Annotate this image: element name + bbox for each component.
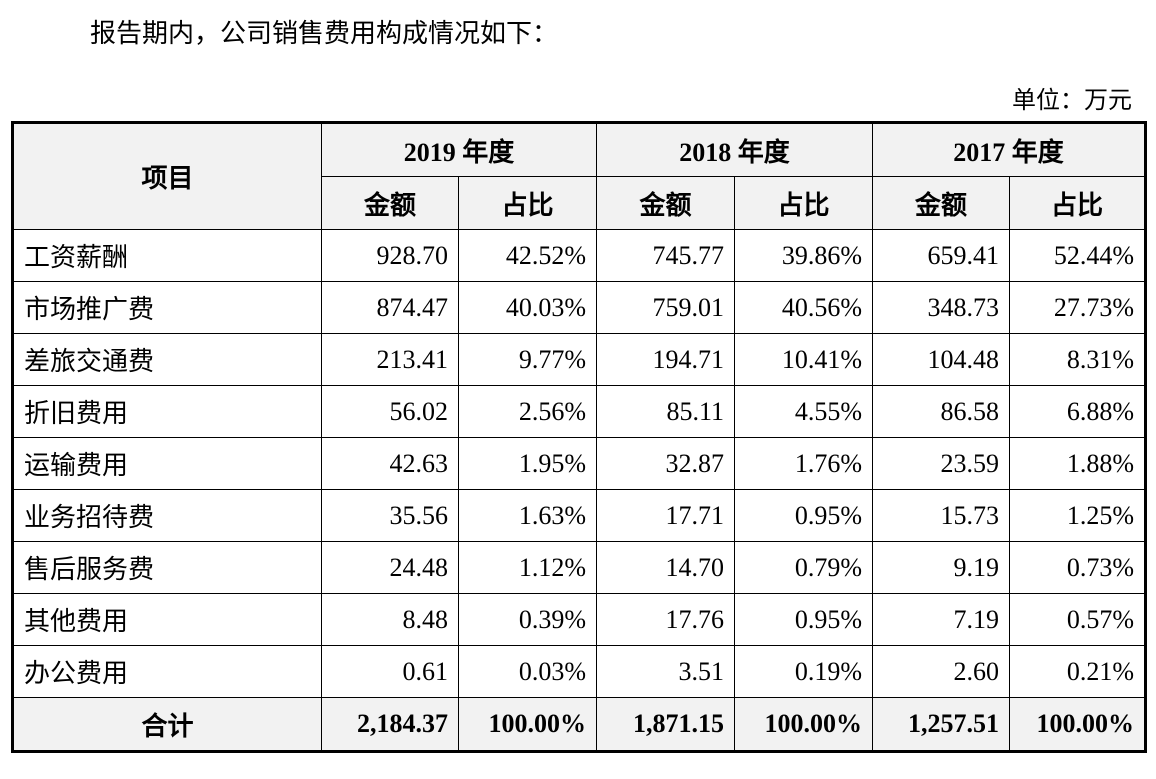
ratio-cell: 0.39% bbox=[457, 593, 598, 646]
amount-cell: 8.48 bbox=[321, 593, 459, 646]
table-row: 办公费用 0.61 0.03% 3.51 0.19% 2.60 0.21% bbox=[12, 645, 1147, 698]
row-label: 运输费用 bbox=[12, 437, 322, 490]
ratio-cell: 9.77% bbox=[457, 333, 598, 386]
ratio-cell: 0.57% bbox=[1009, 593, 1147, 646]
header-item: 项目 bbox=[12, 122, 322, 230]
ratio-cell: 1.76% bbox=[734, 437, 874, 490]
header-year-2019: 2019 年度 bbox=[320, 122, 598, 177]
ratio-cell: 8.31% bbox=[1009, 333, 1147, 386]
header-amount: 金额 bbox=[321, 176, 459, 230]
ratio-cell: 0.19% bbox=[734, 645, 874, 698]
ratio-cell: 40.56% bbox=[734, 281, 874, 334]
row-label: 业务招待费 bbox=[12, 489, 322, 542]
amount-cell: 213.41 bbox=[321, 333, 459, 386]
amount-cell: 14.70 bbox=[596, 541, 736, 594]
table-row: 差旅交通费 213.41 9.77% 194.71 10.41% 104.48 8.31% bbox=[12, 333, 1147, 386]
amount-cell: 17.71 bbox=[596, 489, 736, 542]
ratio-cell: 2.56% bbox=[457, 385, 598, 438]
header-row-sub: 金额 占比 金额 占比 金额 占比 bbox=[13, 176, 1147, 230]
row-label: 其他费用 bbox=[12, 593, 322, 646]
ratio-cell: 0.21% bbox=[1009, 645, 1147, 698]
header-amount: 金额 bbox=[872, 176, 1011, 230]
ratio-cell: 6.88% bbox=[1009, 385, 1147, 438]
ratio-cell: 0.73% bbox=[1009, 541, 1147, 594]
ratio-cell: 1.25% bbox=[1009, 489, 1147, 542]
amount-cell: 348.73 bbox=[872, 281, 1011, 334]
amount-cell: 15.73 bbox=[872, 489, 1011, 542]
sales-expense-table: 项目 2019 年度 2018 年度 2017 年度 金额 占比 金额 占比 金… bbox=[11, 121, 1148, 753]
amount-cell: 759.01 bbox=[596, 281, 736, 334]
amount-cell: 874.47 bbox=[321, 281, 459, 334]
table-row: 工资薪酬 928.70 42.52% 745.77 39.86% 659.41 52.44% bbox=[12, 229, 1147, 282]
ratio-cell: 27.73% bbox=[1009, 281, 1147, 334]
ratio-cell: 1.95% bbox=[457, 437, 598, 490]
row-label: 售后服务费 bbox=[12, 541, 322, 594]
amount-cell: 17.76 bbox=[596, 593, 736, 646]
row-label: 差旅交通费 bbox=[12, 333, 322, 386]
table-row: 业务招待费 35.56 1.63% 17.71 0.95% 15.73 1.25% bbox=[12, 489, 1147, 542]
total-cell: 2,184.37 bbox=[321, 697, 459, 752]
amount-cell: 35.56 bbox=[321, 489, 459, 542]
header-ratio: 占比 bbox=[734, 176, 874, 230]
amount-cell: 194.71 bbox=[596, 333, 736, 386]
ratio-cell: 10.41% bbox=[734, 333, 874, 386]
ratio-cell: 52.44% bbox=[1009, 229, 1147, 282]
amount-cell: 928.70 bbox=[321, 229, 459, 282]
total-cell: 100.00% bbox=[457, 697, 598, 752]
row-label: 市场推广费 bbox=[12, 281, 322, 334]
ratio-cell: 4.55% bbox=[734, 385, 874, 438]
total-label: 合计 bbox=[12, 697, 322, 752]
amount-cell: 23.59 bbox=[872, 437, 1011, 490]
header-year-2018: 2018 年度 bbox=[596, 122, 874, 177]
table-row: 售后服务费 24.48 1.12% 14.70 0.79% 9.19 0.73% bbox=[12, 541, 1147, 594]
amount-cell: 86.58 bbox=[872, 385, 1011, 438]
amount-cell: 9.19 bbox=[872, 541, 1011, 594]
amount-cell: 85.11 bbox=[596, 385, 736, 438]
row-label: 办公费用 bbox=[12, 645, 322, 698]
amount-cell: 2.60 bbox=[872, 645, 1011, 698]
intro-text: 报告期内，公司销售费用构成情况如下： bbox=[90, 19, 559, 49]
amount-cell: 745.77 bbox=[596, 229, 736, 282]
table-row: 运输费用 42.63 1.95% 32.87 1.76% 23.59 1.88% bbox=[12, 437, 1147, 490]
ratio-cell: 1.12% bbox=[457, 541, 598, 594]
ratio-cell: 39.86% bbox=[734, 229, 874, 282]
amount-cell: 659.41 bbox=[872, 229, 1011, 282]
total-cell: 100.00% bbox=[734, 697, 874, 752]
ratio-cell: 0.79% bbox=[734, 541, 874, 594]
ratio-cell: 40.03% bbox=[457, 281, 598, 334]
amount-cell: 56.02 bbox=[321, 385, 459, 438]
amount-cell: 24.48 bbox=[321, 541, 459, 594]
table-row: 折旧费用 56.02 2.56% 85.11 4.55% 86.58 6.88% bbox=[12, 385, 1147, 438]
table-body: 工资薪酬 928.70 42.52% 745.77 39.86% 659.41 52.44%… bbox=[12, 229, 1147, 698]
header-row-years: 项目 2019 年度 2018 年度 2017 年度 bbox=[12, 122, 1147, 230]
ratio-cell: 42.52% bbox=[457, 229, 598, 282]
amount-cell: 3.51 bbox=[596, 645, 736, 698]
total-cell: 1,257.51 bbox=[872, 697, 1011, 752]
header-ratio: 占比 bbox=[457, 176, 598, 230]
ratio-cell: 0.03% bbox=[457, 645, 598, 698]
total-cell: 100.00% bbox=[1009, 697, 1147, 752]
amount-cell: 104.48 bbox=[872, 333, 1011, 386]
amount-cell: 7.19 bbox=[872, 593, 1011, 646]
table-row: 其他费用 8.48 0.39% 17.76 0.95% 7.19 0.57% bbox=[12, 593, 1147, 646]
unit-label: 单位：万元 bbox=[1012, 86, 1132, 114]
row-label: 折旧费用 bbox=[12, 385, 322, 438]
header-ratio: 占比 bbox=[1009, 176, 1147, 230]
total-cell: 1,871.15 bbox=[596, 697, 736, 752]
header-year-2017: 2017 年度 bbox=[872, 122, 1147, 177]
amount-cell: 32.87 bbox=[596, 437, 736, 490]
table-row: 市场推广费 874.47 40.03% 759.01 40.56% 348.73 27.73… bbox=[12, 281, 1147, 334]
row-label: 工资薪酬 bbox=[12, 229, 322, 282]
amount-cell: 42.63 bbox=[321, 437, 459, 490]
ratio-cell: 1.88% bbox=[1009, 437, 1147, 490]
total-row: 合计 2,184.37 100.00% 1,871.15 100.00% 1,2… bbox=[12, 697, 1147, 752]
ratio-cell: 1.63% bbox=[457, 489, 598, 542]
ratio-cell: 0.95% bbox=[734, 593, 874, 646]
amount-cell: 0.61 bbox=[321, 645, 459, 698]
ratio-cell: 0.95% bbox=[734, 489, 874, 542]
header-amount: 金额 bbox=[596, 176, 736, 230]
